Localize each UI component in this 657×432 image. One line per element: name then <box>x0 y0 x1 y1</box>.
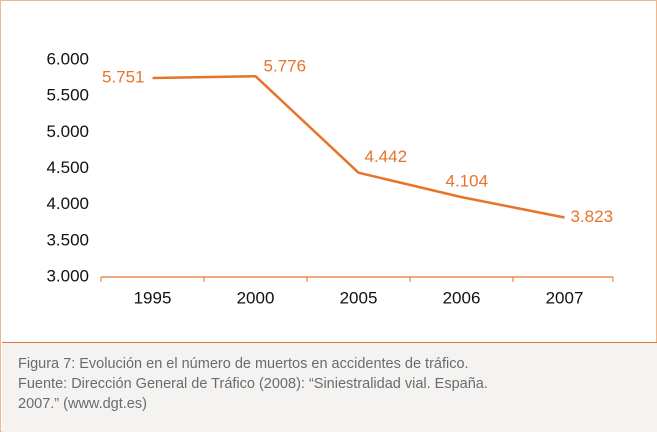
y-tick-label: 3.000 <box>46 266 89 285</box>
caption-line: Fuente: Dirección General de Tráfico (20… <box>18 376 488 392</box>
y-tick-label: 6.000 <box>46 49 89 68</box>
x-tick-label: 2005 <box>340 288 378 307</box>
y-tick-label: 3.500 <box>46 230 89 249</box>
value-label: 4.442 <box>365 147 408 166</box>
y-tick-label: 4.000 <box>46 194 89 213</box>
value-label: 5.751 <box>102 67 145 86</box>
x-tick-label: 2007 <box>546 288 584 307</box>
y-tick-label: 5.000 <box>46 122 89 141</box>
caption-line: Figura 7: Evolución en el número de muer… <box>18 356 469 372</box>
caption-line: 2007.” (www.dgt.es) <box>18 396 147 412</box>
data-line <box>152 74 565 219</box>
y-tick-label: 5.500 <box>46 86 89 105</box>
value-label: 3.823 <box>571 207 614 226</box>
value-label: 5.776 <box>264 57 307 76</box>
x-tick-label: 2006 <box>443 288 481 307</box>
chart: 3.000 3.500 4.000 4.500 5.000 5.500 6.000 1995 2… <box>46 49 614 307</box>
x-tick-label: 2000 <box>237 288 275 307</box>
value-label: 4.104 <box>446 172 489 191</box>
x-tick-label: 1995 <box>134 288 172 307</box>
y-tick-label: 4.500 <box>46 158 89 177</box>
caption: Figura 7: Evolución en el número de muer… <box>2 342 657 432</box>
